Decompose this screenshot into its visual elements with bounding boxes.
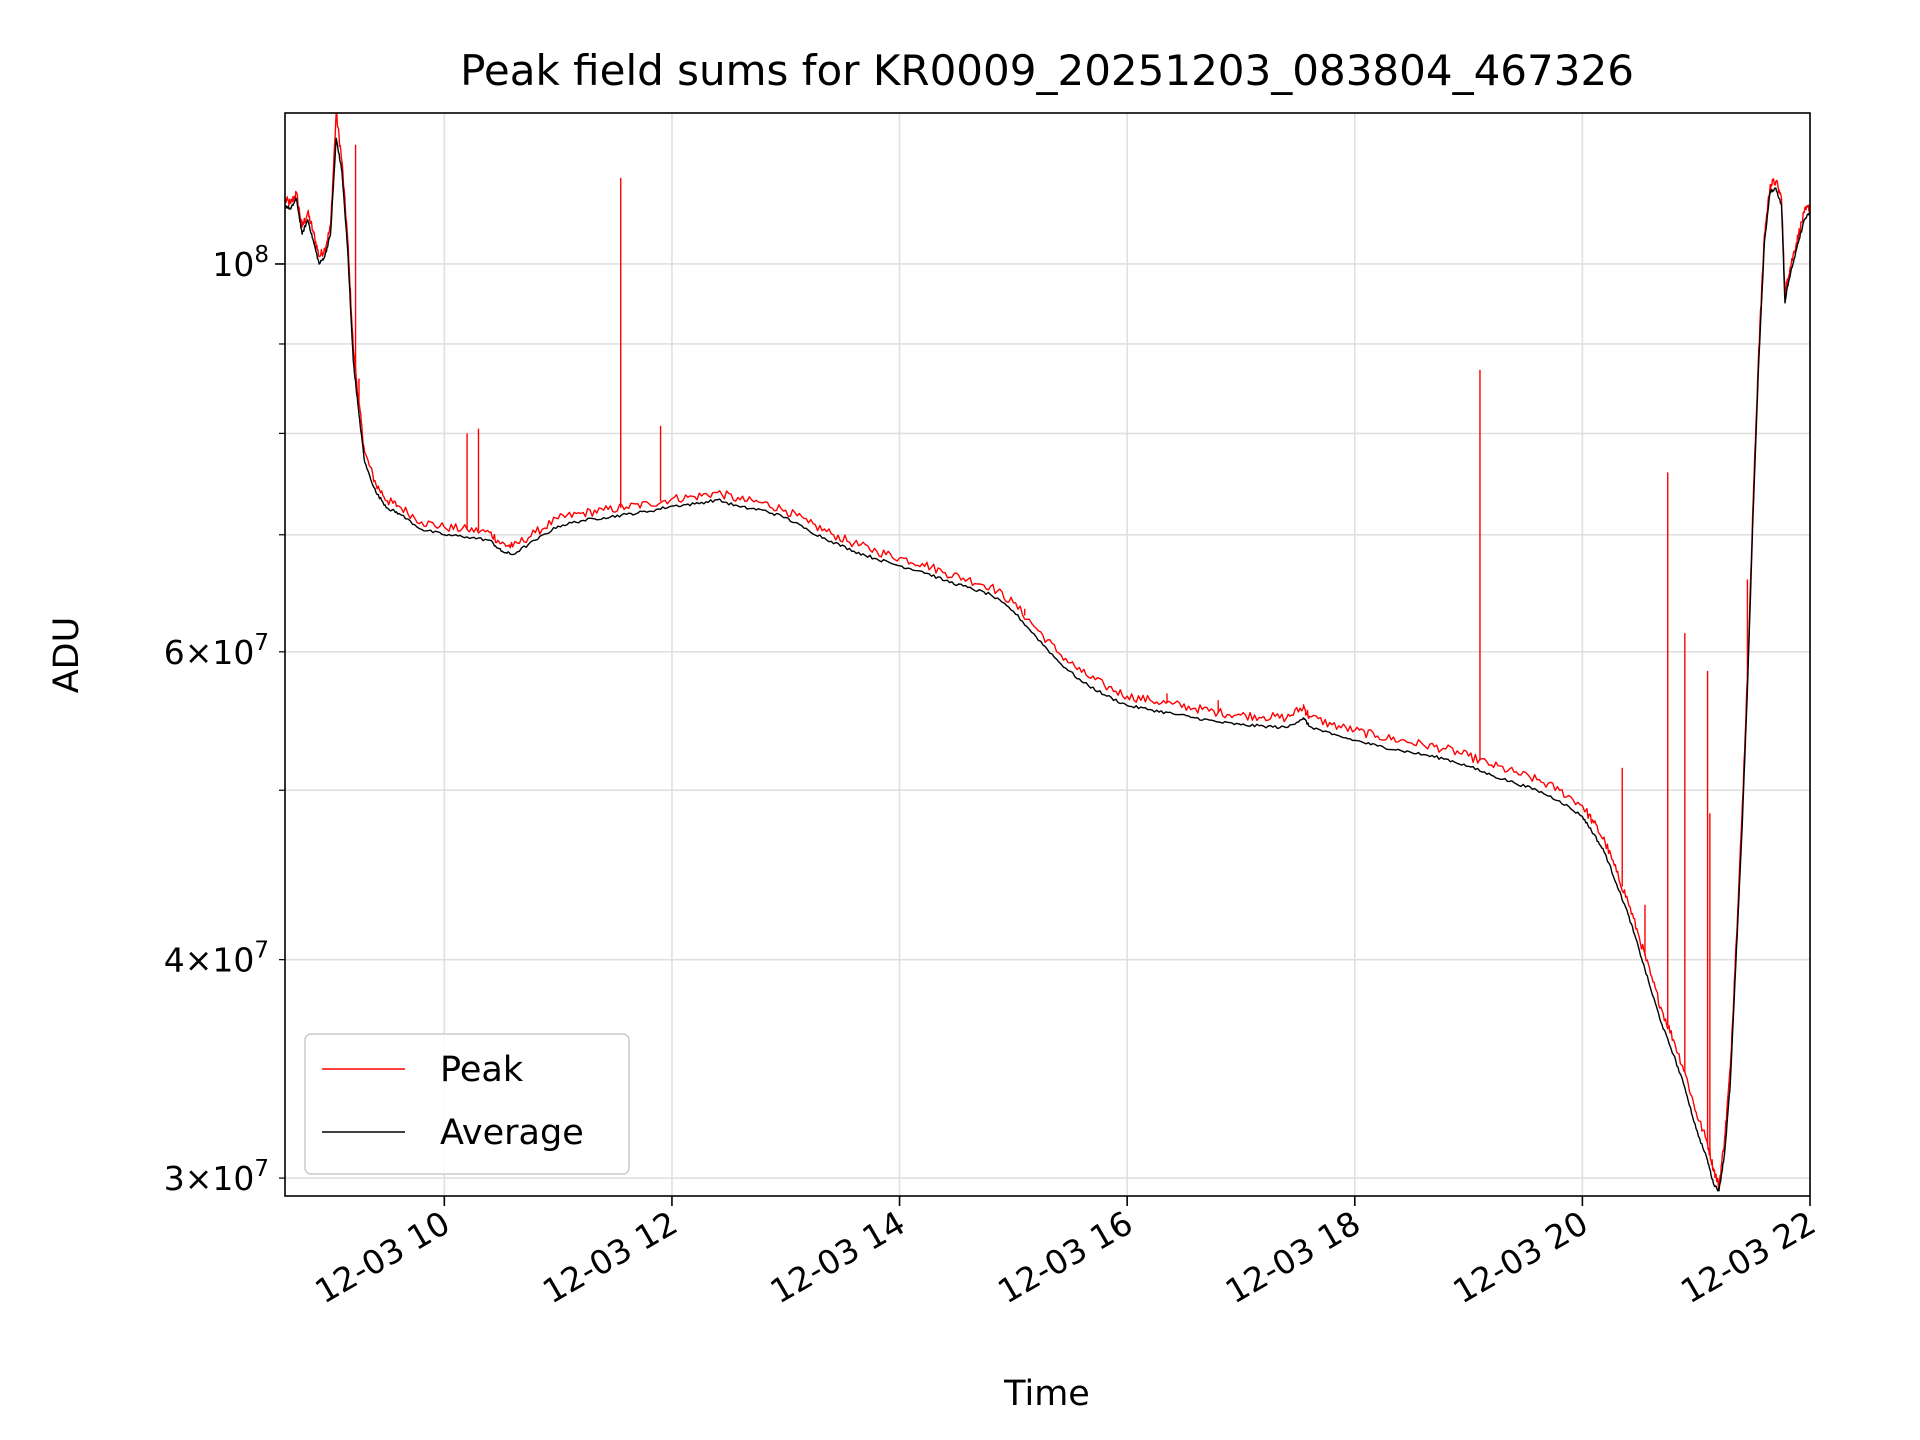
- y-tick-times: ×: [185, 633, 213, 672]
- axes-frame: [284, 112, 1811, 1197]
- y-tick-exponent: 8: [254, 242, 269, 268]
- y-tick-coef: 6: [164, 633, 185, 672]
- y-tick-label: 6×107: [164, 630, 269, 672]
- y-tick-exponent: 7: [254, 630, 269, 656]
- plot-area: [285, 113, 1810, 1192]
- series-line-average: [285, 137, 1810, 1192]
- y-tick-coef: 4: [164, 941, 185, 980]
- y-tick-times: ×: [185, 941, 213, 980]
- y-tick-base: 10: [212, 245, 254, 284]
- series-line-peak: [285, 113, 1810, 1189]
- y-tick-base: 10: [212, 1159, 254, 1198]
- y-tick-base: 10: [212, 633, 254, 672]
- y-tick-exponent: 7: [254, 938, 269, 964]
- series-group: [285, 113, 1810, 1192]
- legend-peak-label: Peak: [440, 1050, 524, 1090]
- y-major-tick-label: 108: [212, 242, 269, 284]
- chart-title: Peak field sums for KR0009_20251203_0838…: [460, 46, 1634, 95]
- y-tick-times: ×: [185, 1159, 213, 1198]
- grid: [285, 113, 1811, 1196]
- y-axis-label: ADU: [47, 617, 87, 694]
- y-tick-base: 10: [212, 941, 254, 980]
- y-tick-label: 4×107: [164, 938, 269, 980]
- y-tick-coef: 3: [164, 1159, 185, 1198]
- legend: Peak Average: [304, 1033, 630, 1175]
- legend-average-label: Average: [440, 1113, 584, 1153]
- y-tick-label: 3×107: [164, 1156, 269, 1198]
- x-axis-label: Time: [1003, 1374, 1090, 1414]
- y-tick-exponent: 7: [254, 1156, 269, 1182]
